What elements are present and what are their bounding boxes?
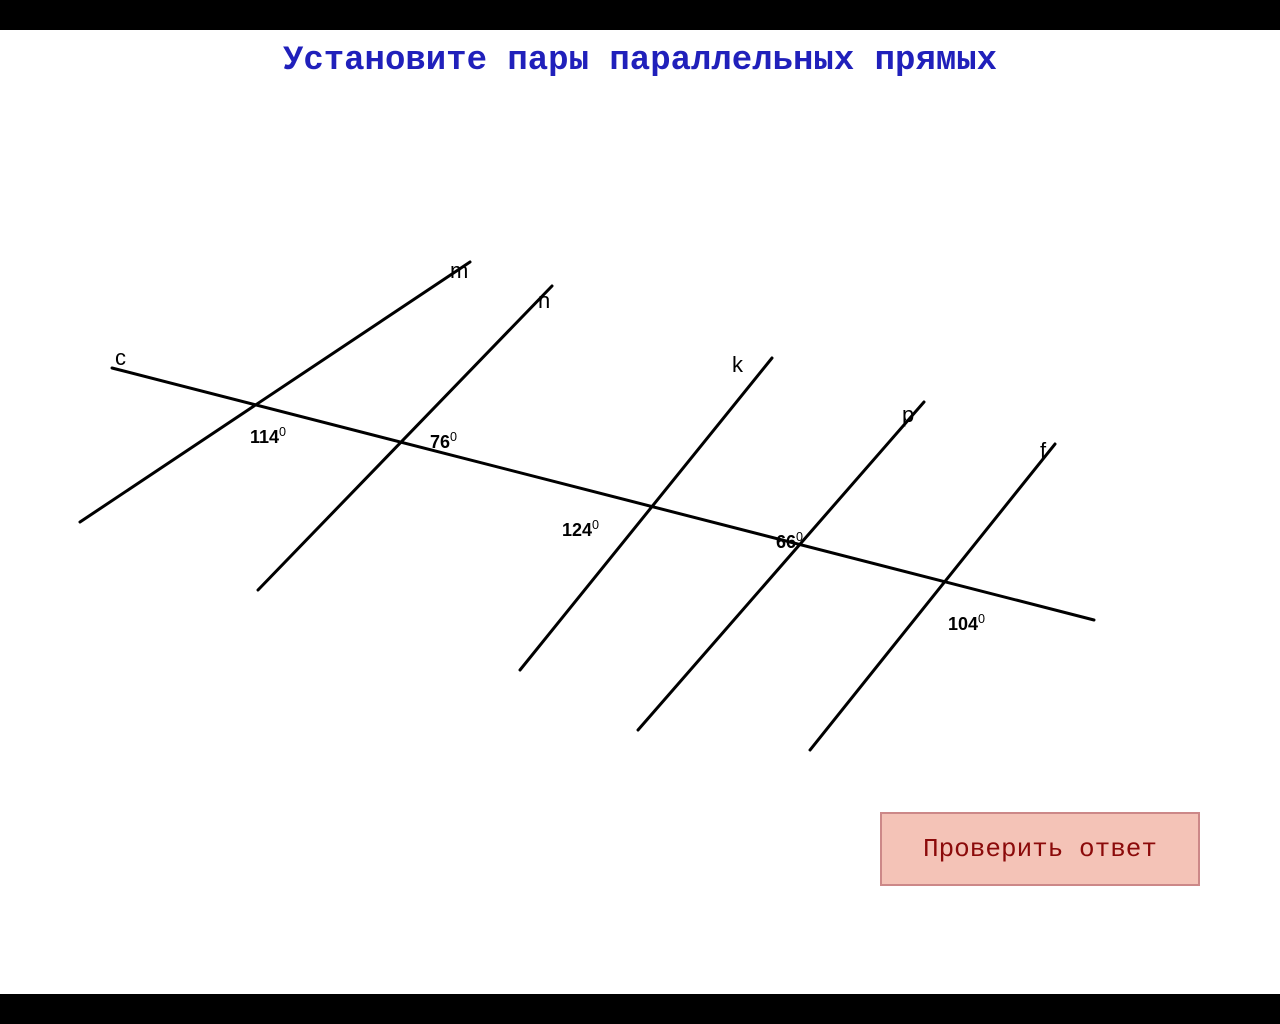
line-label-c: c xyxy=(115,345,126,371)
angle-label-124: 1240 xyxy=(562,518,599,541)
angle-label-76: 760 xyxy=(430,430,457,453)
line-label-n: n xyxy=(538,288,550,314)
check-answer-button[interactable]: Проверить ответ xyxy=(880,812,1200,886)
angle-label-66: 660 xyxy=(776,530,803,553)
slide-area: Установите пары параллельных прямых c mn… xyxy=(0,30,1280,994)
line-label-m: m xyxy=(450,258,468,284)
line-label-p: p xyxy=(902,402,914,428)
angle-label-104: 1040 xyxy=(948,612,985,635)
angle-label-114: 1140 xyxy=(250,425,286,448)
line-label-f: f xyxy=(1040,438,1046,464)
line-label-k: k xyxy=(732,352,743,378)
